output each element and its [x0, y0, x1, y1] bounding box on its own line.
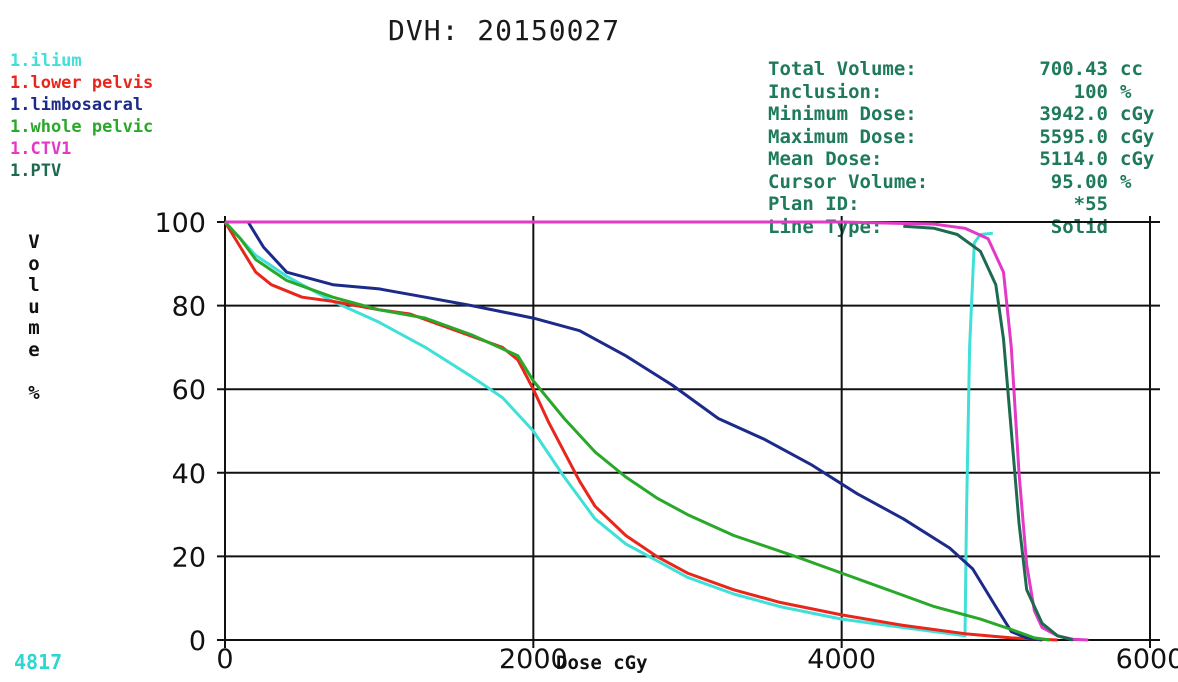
x-tick-label: 4000: [807, 644, 876, 675]
corner-number: 4817: [14, 650, 63, 674]
series-line: [903, 224, 1074, 642]
y-tick-label: 0: [189, 626, 206, 657]
stat-label: Inclusion:: [768, 80, 883, 103]
stat-unit: %: [1120, 170, 1132, 193]
y-axis-label-char: V: [28, 231, 40, 253]
stat-label: Minimum Dose:: [768, 103, 917, 125]
chart-title: DVH: 20150027: [388, 14, 621, 47]
x-axis-label: Dose cGy: [556, 652, 648, 674]
legend-item: 1.whole pelvic: [10, 117, 154, 137]
y-axis-label-char: l: [28, 274, 40, 296]
y-axis-label-char: o: [28, 252, 40, 275]
stat-value: 5595.0: [1039, 125, 1108, 148]
stat-unit: cGy: [1120, 103, 1155, 125]
y-tick-label: 100: [154, 208, 206, 239]
stat-label: Plan ID:: [768, 193, 860, 215]
stat-value: Solid: [1050, 215, 1108, 238]
y-tick-label: 40: [172, 459, 206, 490]
stat-value: 100: [1073, 80, 1108, 103]
legend-item: 1.lower pelvis: [10, 73, 154, 93]
stat-label: Line Type:: [768, 215, 883, 238]
stat-unit: cc: [1120, 58, 1143, 80]
stat-label: Mean Dose:: [768, 148, 883, 170]
stat-label: Total Volume:: [768, 58, 917, 80]
stat-unit: cGy: [1120, 125, 1155, 148]
x-tick-label: 6000: [1116, 644, 1178, 675]
series-line: [223, 220, 1051, 642]
series-line: [223, 220, 993, 638]
series-line: [223, 221, 1058, 642]
series-line: [225, 220, 1043, 642]
stat-unit: cGy: [1120, 148, 1155, 170]
stat-value: 95.00: [1050, 170, 1108, 193]
stat-value: 3942.0: [1039, 103, 1108, 125]
stat-value: 5114.0: [1039, 148, 1108, 170]
x-tick-label: 0: [216, 644, 233, 675]
legend-item: 1.ilium: [10, 51, 82, 71]
stat-unit: %: [1120, 80, 1132, 103]
legend-item: 1.CTV1: [10, 139, 72, 159]
legend-item: 1.PTV: [10, 161, 62, 181]
y-axis-label-char: %: [28, 381, 40, 404]
y-axis-label-char: m: [28, 317, 40, 339]
stat-label: Maximum Dose:: [768, 125, 917, 148]
y-axis-label-char: u: [28, 295, 40, 318]
stat-value: 700.43: [1039, 58, 1108, 80]
legend-item: 1.limbosacral: [10, 95, 144, 115]
stat-label: Cursor Volume:: [768, 170, 929, 193]
y-tick-label: 80: [172, 292, 206, 323]
y-axis-label-char: e: [28, 338, 40, 361]
stat-value: *55: [1073, 193, 1108, 215]
series-line: [225, 220, 1089, 642]
y-axis-label-char: [24, 361, 44, 383]
y-tick-label: 20: [172, 542, 206, 573]
y-tick-label: 60: [172, 375, 206, 406]
